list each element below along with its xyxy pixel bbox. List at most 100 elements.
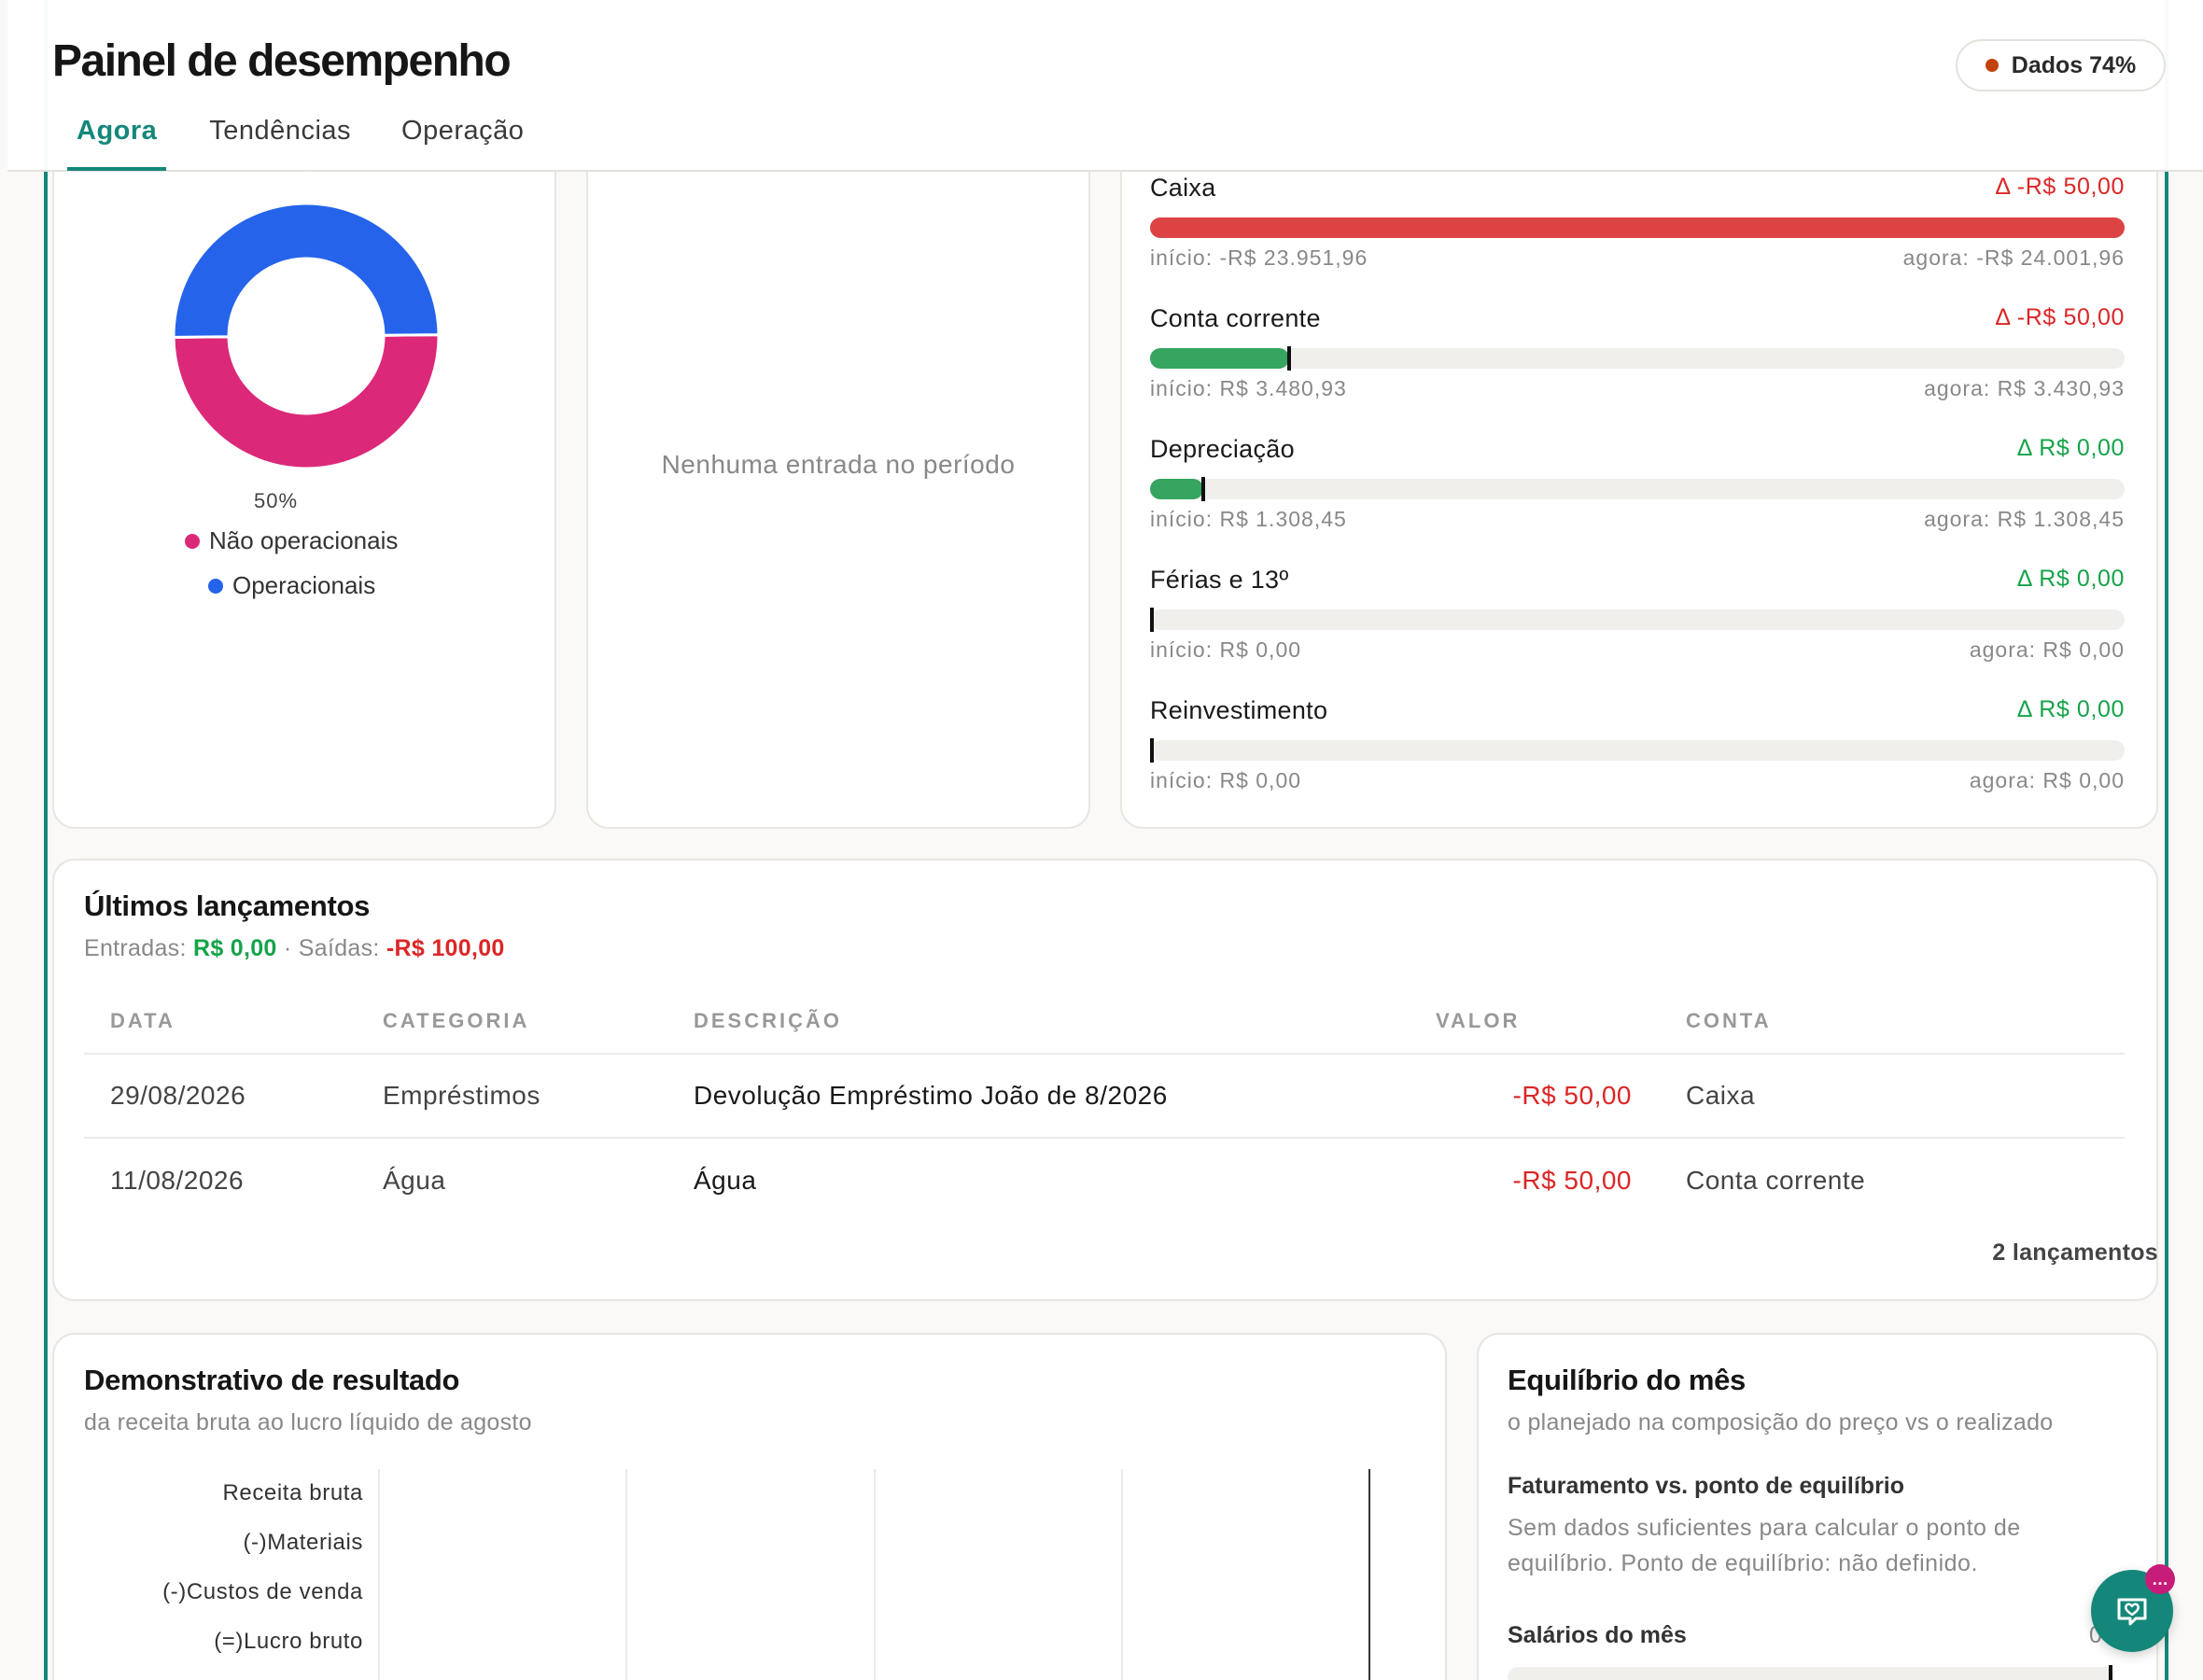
page-frame [44,0,2168,1680]
income-statement-title: Demonstrativo de resultado [84,1364,460,1396]
row-date: 11/08/2026 [110,1166,245,1195]
donut-bottom-pct-label: 50% [254,489,299,512]
salaries-bar [1508,1665,2114,1680]
expense-donut-chart [172,202,441,470]
account-row-footer: início: R$ 0,00 agora: R$ 0,00 [1150,637,2125,663]
transactions-card [52,859,2158,1301]
income-statement-subtitle: da receita bruta ao lucro líquido de ago… [84,1409,532,1435]
tab-tendencias[interactable]: Tendências [209,116,352,146]
account-start-balance: início: R$ 0,00 [1150,637,1302,662]
transactions-title: Últimos lançamentos [84,889,371,922]
account-balance-marker [1287,346,1292,371]
account-current-balance: agora: R$ 1.308,45 [1924,507,2125,531]
row-account: Caixa [1686,1081,1756,1110]
balance-card [1477,1333,2158,1680]
dre-axis-line [1368,1469,1370,1680]
account-row-footer: início: R$ 0,00 agora: R$ 0,00 [1150,768,2125,793]
table-row[interactable]: 29/08/2026 Empréstimos Devolução Emprést… [84,1055,2125,1139]
account-row[interactable]: Caixa Δ -R$ 50,00 início: -R$ 23.951,96 … [1150,174,2125,271]
row-description: Água [694,1166,757,1195]
account-row[interactable]: Férias e 13º Δ R$ 0,00 início: R$ 0,00 a… [1150,566,2125,663]
account-row-header: Depreciação Δ R$ 0,00 [1150,435,2125,464]
data-quality-badge[interactable]: Dados 74% [1956,39,2166,91]
column-header-description[interactable]: DESCRIÇÃO [694,1009,843,1032]
page-title: Painel de desempenho [52,36,512,86]
outflow-value: -R$ 100,00 [386,935,505,961]
account-balance-fill [1150,217,2125,238]
dre-row-label: Receita bruta [222,1480,363,1505]
income-statement-card [52,1333,1447,1680]
table-row[interactable]: 11/08/2026 Água Água -R$ 50,00 Conta cor… [84,1139,2125,1223]
account-balance-bar [1150,346,2125,371]
account-row-footer: início: R$ 1.308,45 agora: R$ 1.308,45 [1150,507,2125,532]
tab-bar: Agora Tendências Operação [67,110,567,171]
account-name: Reinvestimento [1150,696,1328,724]
row-date: 29/08/2026 [110,1081,246,1110]
transactions-count: 2 lançamentos [1992,1239,2158,1266]
status-dot-icon [1985,59,1999,72]
account-start-balance: início: R$ 1.308,45 [1150,507,1347,531]
row-description: Devolução Empréstimo João de 8/2026 [694,1081,1168,1110]
account-balance-marker [1201,477,1206,501]
account-row[interactable]: Depreciação Δ R$ 0,00 início: R$ 1.308,4… [1150,435,2125,532]
account-current-balance: agora: R$ 3.430,93 [1924,376,2125,400]
row-value: -R$ 50,00 [1512,1166,1632,1195]
inflow-label: Entradas: [84,935,187,961]
account-row[interactable]: Conta corrente Δ -R$ 50,00 início: R$ 3.… [1150,304,2125,401]
account-balance-bar [1150,217,2125,238]
table-header-row: DATA CATEGORIA DESCRIÇÃO VALOR CONTA [84,989,2125,1055]
account-name: Depreciação [1150,435,1295,463]
account-delta: Δ R$ 0,00 [2016,435,2125,461]
account-start-balance: início: R$ 0,00 [1150,768,1302,792]
column-header-account[interactable]: CONTA [1686,1009,1772,1032]
account-start-balance: início: R$ 3.480,93 [1150,376,1347,400]
account-row-header: Reinvestimento Δ R$ 0,00 [1150,696,2125,725]
row-account: Conta corrente [1686,1166,1866,1195]
account-name: Conta corrente [1150,304,1321,332]
donut-slice-não-operacionais[interactable] [172,333,441,470]
account-balance-bar [1150,477,2125,501]
account-row-header: Férias e 13º Δ R$ 0,00 [1150,566,2125,595]
legend-item-operacionais[interactable]: Operacionais [208,571,375,600]
tab-operacao[interactable]: Operação [401,116,525,146]
account-balance-fill [1150,479,1204,499]
account-balance-marker [1150,608,1154,632]
data-quality-label: Dados 74% [2011,51,2137,78]
account-current-balance: agora: R$ 0,00 [1969,637,2125,662]
account-row[interactable]: Reinvestimento Δ R$ 0,00 início: R$ 0,00… [1150,696,2125,793]
account-balance-bar [1150,738,2125,763]
chat-notification-badge: … [2145,1564,2175,1594]
column-header-value[interactable]: VALOR [1436,1009,1521,1032]
account-current-balance: agora: -R$ 24.001,96 [1902,245,2125,270]
income-card: Nenhuma entrada no período [586,140,1090,829]
chat-support-icon [2117,1598,2147,1626]
legend-item-nao-operacionais[interactable]: Não operacionais [185,526,398,555]
account-current-balance: agora: R$ 0,00 [1969,768,2125,792]
account-balance-marker [1150,738,1154,763]
empty-state-message: Nenhuma entrada no período [661,450,1016,479]
dre-row-labels: Receita bruta (-)Materiais (-)Custos de … [84,0,363,1680]
dre-row-label: (=)Lucro bruto [214,1629,363,1654]
salaries-bar-marker [2109,1665,2112,1680]
page-header: Painel de desempenho Agora Tendências Op… [7,0,2203,172]
column-header-date[interactable]: DATA [110,1009,175,1032]
legend-label: Não operacionais [209,526,399,554]
salaries-label: Salários do mês [1508,1622,1687,1648]
account-name: Férias e 13º [1150,566,1289,594]
account-delta: Δ R$ 0,00 [2016,566,2125,592]
donut-slice-operacionais[interactable] [172,202,441,339]
tab-agora[interactable]: Agora [67,110,167,171]
outflow-label: Saídas: [298,935,380,961]
balance-title: Equilíbrio do mês [1508,1364,1746,1396]
legend-label: Operacionais [232,571,376,599]
account-row-footer: início: R$ 3.480,93 agora: R$ 3.430,93 [1150,376,2125,401]
column-header-category[interactable]: CATEGORIA [383,1009,530,1032]
break-even-title: Faturamento vs. ponto de equilíbrio [1508,1473,1905,1499]
dre-grid-line [625,1469,627,1680]
account-delta: Δ -R$ 50,00 [1995,174,2125,200]
dre-row-label: (-)Custos de venda [162,1579,363,1604]
account-delta: Δ R$ 0,00 [2016,696,2125,722]
account-balance-bar [1150,608,2125,632]
break-even-text: Sem dados suficientes para calcular o po… [1508,1515,2021,1576]
dre-row-label: (-)Materiais [243,1530,363,1555]
